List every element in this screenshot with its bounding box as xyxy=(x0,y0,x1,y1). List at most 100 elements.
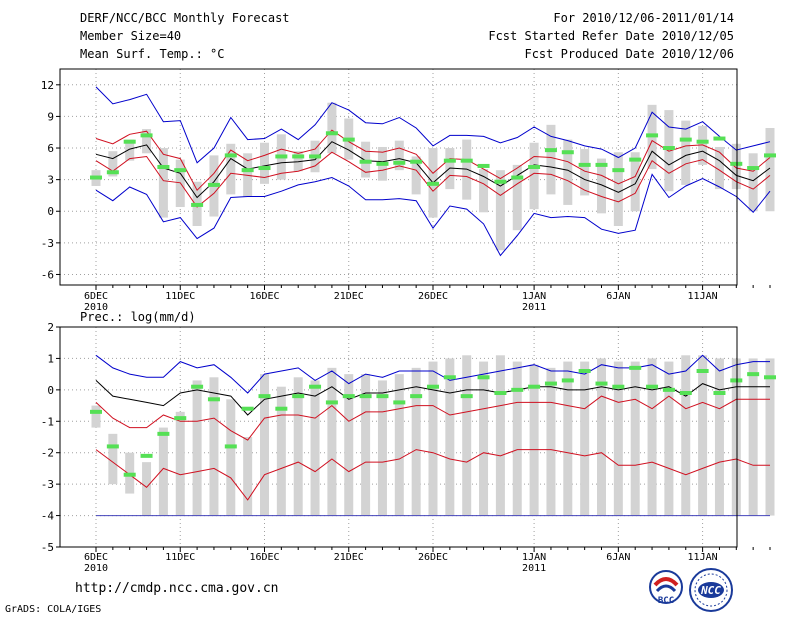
median-marker xyxy=(679,391,692,395)
variable-label: Mean Surf. Temp.: °C xyxy=(80,47,225,61)
ensemble-box xyxy=(597,158,606,214)
series-line-lower xyxy=(95,151,771,208)
median-marker xyxy=(578,369,591,373)
ensemble-box xyxy=(276,386,286,516)
median-marker xyxy=(511,387,524,392)
y-tick-label: -4 xyxy=(41,510,55,523)
x-tick-year-label: 2011 xyxy=(522,563,546,574)
ensemble-box xyxy=(479,361,489,516)
source-url-link[interactable]: http://cmdp.ncc.cma.gov.cn xyxy=(75,581,279,596)
median-marker xyxy=(427,181,439,186)
ensemble-box xyxy=(226,143,236,195)
median-marker xyxy=(713,391,726,395)
ensemble-box xyxy=(563,139,573,205)
y-tick-label: -3 xyxy=(41,237,54,250)
ensemble-box xyxy=(563,361,573,516)
ensemble-box xyxy=(344,374,354,516)
ensemble-box xyxy=(158,148,168,218)
median-marker xyxy=(629,157,642,162)
ensemble-box xyxy=(647,358,657,516)
series-line-upper xyxy=(95,129,771,192)
median-marker xyxy=(612,384,625,389)
x-tick-label: 11JAN xyxy=(688,291,718,302)
ensemble-box xyxy=(495,170,505,251)
median-marker xyxy=(730,378,743,383)
median-marker xyxy=(494,179,507,184)
x-tick-label: 6DEC xyxy=(84,291,108,302)
series-line-max xyxy=(95,354,770,394)
ensemble-box xyxy=(462,355,472,516)
ensemble-box xyxy=(142,129,152,154)
median-marker xyxy=(443,158,456,163)
ensemble-box xyxy=(260,374,269,516)
ensemble-box xyxy=(361,374,371,516)
ensemble-box xyxy=(310,380,320,516)
ensemble-box xyxy=(714,358,724,516)
x-tick-label: 11JAN xyxy=(688,552,718,563)
median-marker xyxy=(528,164,541,169)
median-marker xyxy=(679,137,692,142)
median-marker xyxy=(106,444,119,449)
median-marker xyxy=(140,133,153,138)
x-tick-label: 26DEC xyxy=(418,291,448,302)
x-tick-label: 21DEC xyxy=(334,291,364,302)
ncc-logo-text: NCC xyxy=(700,584,721,597)
bcc-logo-text: BCC xyxy=(658,596,674,606)
median-marker xyxy=(629,365,642,370)
produced-date-label: Fcst Produced Date 2010/12/06 xyxy=(524,47,734,61)
median-marker xyxy=(258,394,271,399)
median-marker xyxy=(477,163,490,168)
median-marker xyxy=(258,166,271,171)
median-marker xyxy=(443,375,456,380)
y-tick-label: -2 xyxy=(41,447,54,460)
ensemble-box xyxy=(765,358,775,516)
median-marker xyxy=(393,160,406,165)
median-marker xyxy=(646,133,659,138)
ensemble-box xyxy=(580,149,590,196)
ensemble-box xyxy=(630,152,640,212)
ensemble-box xyxy=(597,358,606,516)
series-line-min xyxy=(95,173,771,257)
x-tick-label: 21DEC xyxy=(334,552,364,563)
median-marker xyxy=(696,139,709,144)
ensemble-box xyxy=(613,361,623,516)
x-tick-label: 16DEC xyxy=(249,291,279,302)
y-tick-label: 0 xyxy=(47,205,54,218)
ensemble-box xyxy=(411,156,421,195)
median-marker xyxy=(123,139,136,144)
ensemble-box xyxy=(529,142,539,210)
ensemble-box xyxy=(580,361,590,516)
median-marker xyxy=(376,161,389,166)
y-tick-label: -3 xyxy=(41,478,54,491)
x-tick-label: 26DEC xyxy=(418,552,448,563)
x-tick-label: 6JAN xyxy=(606,291,630,302)
median-marker xyxy=(191,202,204,207)
ensemble-box xyxy=(125,139,135,161)
y-tick-label: -5 xyxy=(41,541,54,554)
plot-frame xyxy=(59,326,738,548)
ensemble-box xyxy=(209,377,219,516)
median-marker xyxy=(241,168,254,173)
grads-credit: GrADS: COLA/IGES xyxy=(5,604,102,615)
median-marker xyxy=(123,472,136,477)
ensemble-box xyxy=(512,361,522,516)
series-line-upper xyxy=(95,380,770,416)
median-marker xyxy=(241,406,254,411)
ensemble-box xyxy=(394,140,404,171)
median-marker xyxy=(325,400,338,405)
x-tick-year-label: 2011 xyxy=(522,302,546,313)
y-tick-label: 9 xyxy=(47,110,54,123)
ensemble-box xyxy=(293,151,303,172)
ensemble-box xyxy=(512,164,522,231)
median-marker xyxy=(494,391,507,395)
ensemble-box xyxy=(731,358,741,516)
median-marker xyxy=(427,384,439,389)
x-tick-label: 6DEC xyxy=(84,552,108,563)
median-marker xyxy=(292,154,305,159)
median-marker xyxy=(191,384,204,389)
ensemble-box xyxy=(327,102,337,154)
ensemble-box xyxy=(243,437,253,516)
